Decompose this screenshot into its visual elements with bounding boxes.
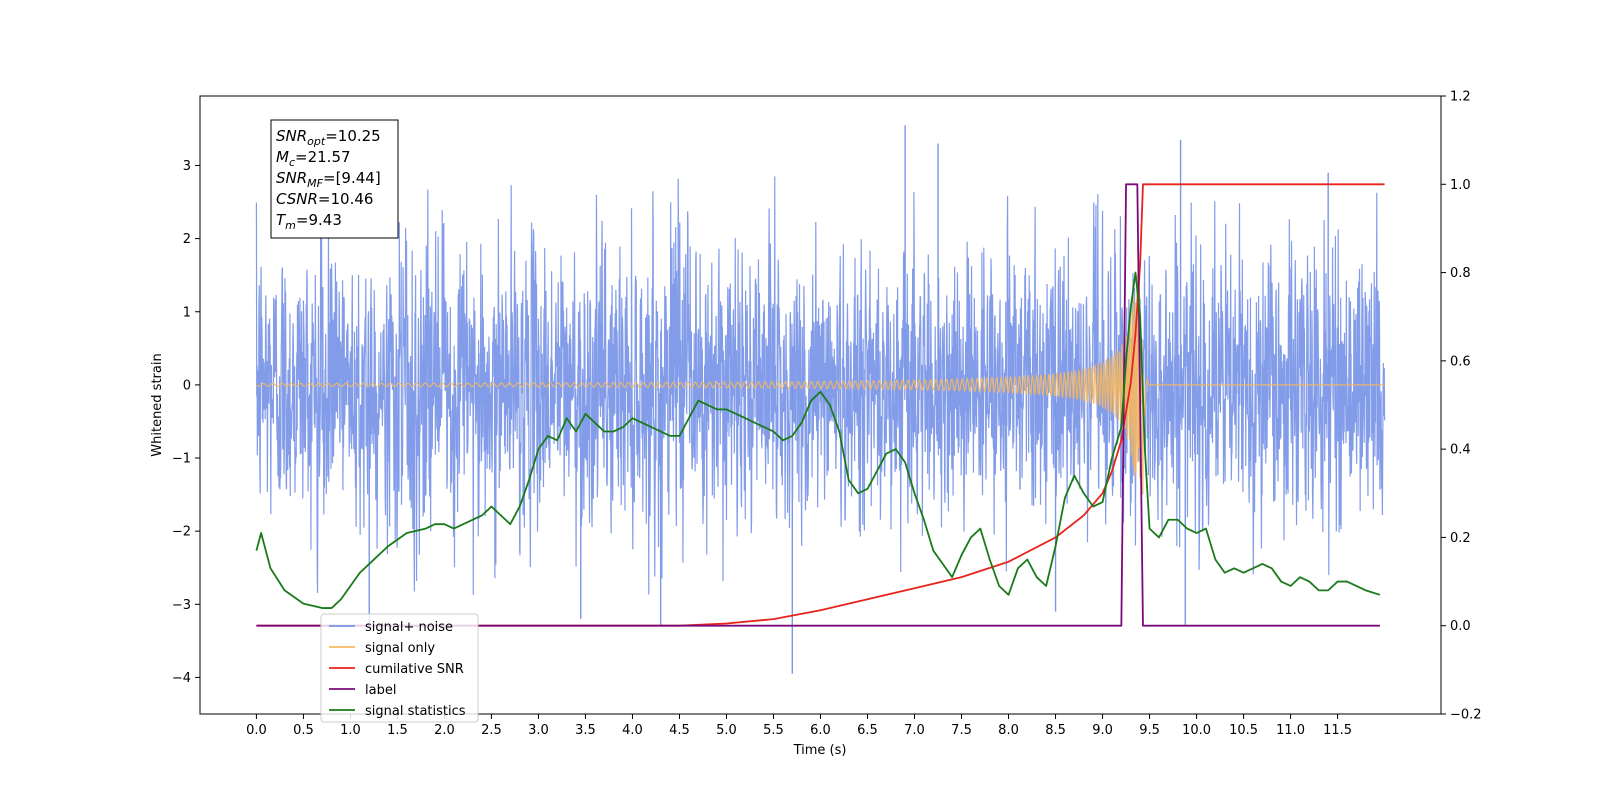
y-axis-left: −4 −3 −2 −1 0 1 2 3 bbox=[172, 159, 200, 686]
annotation-line: CSNR=10.46 bbox=[276, 190, 373, 208]
x-tick-label: 11.0 bbox=[1276, 723, 1305, 738]
x-tick-label: 5.5 bbox=[763, 723, 784, 738]
y-right-tick-label: 0.0 bbox=[1450, 619, 1471, 634]
y-left-tick-label: 2 bbox=[183, 232, 191, 247]
y-axis-label-left: Whitened strain bbox=[150, 353, 165, 456]
x-axis-label: Time (s) bbox=[793, 743, 847, 758]
x-tick-label: 6.5 bbox=[857, 723, 878, 738]
legend-item-label: label bbox=[365, 683, 396, 698]
legend-item-label: signal+ noise bbox=[365, 620, 453, 635]
annotation-box: SNRopt=10.25Mc=21.57SNRMF=[9.44]CSNR=10.… bbox=[270, 119, 399, 239]
x-tick-label: 11.5 bbox=[1323, 723, 1352, 738]
x-tick-label: 0.0 bbox=[246, 723, 267, 738]
y-right-tick-label: 1.0 bbox=[1450, 178, 1471, 193]
x-tick-label: 3.0 bbox=[528, 723, 549, 738]
x-tick-label: 0.5 bbox=[293, 723, 314, 738]
y-right-tick-label: 0.2 bbox=[1450, 531, 1471, 546]
x-tick-label: 1.5 bbox=[387, 723, 408, 738]
series-label-line bbox=[256, 183, 1380, 627]
x-tick-label: 3.5 bbox=[575, 723, 596, 738]
x-tick-label: 6.0 bbox=[810, 723, 831, 738]
annotation-line: Tm=9.43 bbox=[276, 211, 342, 232]
x-tick-label: 2.0 bbox=[434, 723, 455, 738]
legend-item-label: signal only bbox=[365, 641, 435, 656]
y-axis-right: −0.2 0.0 0.2 0.4 0.6 0.8 1.0 1.2 bbox=[1441, 90, 1482, 723]
x-tick-label: 9.0 bbox=[1092, 723, 1113, 738]
x-tick-label: 9.5 bbox=[1139, 723, 1160, 738]
y-right-tick-label: 0.6 bbox=[1450, 354, 1471, 369]
x-tick-label: 4.5 bbox=[669, 723, 690, 738]
series-signal-statistics-line bbox=[255, 271, 1381, 609]
x-tick-label: 8.5 bbox=[1045, 723, 1066, 738]
series-cumulative-snr-line bbox=[256, 183, 1385, 627]
x-tick-label: 5.0 bbox=[716, 723, 737, 738]
x-tick-label: 4.0 bbox=[622, 723, 643, 738]
legend-item-label: signal statistics bbox=[365, 704, 466, 719]
x-tick-label: 7.5 bbox=[951, 723, 972, 738]
y-left-tick-label: 1 bbox=[183, 305, 191, 320]
y-right-tick-label: 0.8 bbox=[1450, 266, 1471, 281]
x-tick-label: 10.5 bbox=[1229, 723, 1258, 738]
series-signal-noise-line bbox=[255, 176, 1386, 595]
x-tick-label: 10.0 bbox=[1182, 723, 1211, 738]
y-right-tick-label: −0.2 bbox=[1450, 708, 1482, 723]
x-tick-label: 8.0 bbox=[998, 723, 1019, 738]
y-left-tick-label: −1 bbox=[172, 452, 191, 467]
x-axis: 0.0 0.5 1.0 1.5 2.0 2.5 3.0 3.5 4.0 4.5 5.0 5.5 6.0 6… bbox=[246, 714, 1352, 738]
annotation-line: SNRMF=[9.44] bbox=[276, 169, 381, 190]
y-left-tick-label: 0 bbox=[183, 378, 191, 393]
x-tick-label: 1.0 bbox=[340, 723, 361, 738]
y-left-tick-label: −2 bbox=[172, 525, 191, 540]
y-left-tick-label: −4 bbox=[172, 671, 191, 686]
x-tick-label: 7.0 bbox=[904, 723, 925, 738]
annotation-line: Mc=21.57 bbox=[276, 148, 351, 169]
legend-item-label: cumilative SNR bbox=[365, 662, 464, 677]
legend: signal+ noise signal only cumilative SNR la… bbox=[320, 613, 479, 723]
y-left-tick-label: 3 bbox=[183, 159, 191, 174]
annotation-line: SNRopt=10.25 bbox=[276, 127, 381, 148]
y-right-tick-label: 0.4 bbox=[1450, 443, 1471, 458]
series-layer bbox=[255, 125, 1386, 674]
x-tick-label: 2.5 bbox=[481, 723, 502, 738]
y-left-tick-label: −3 bbox=[172, 598, 191, 613]
series-signal-only-line bbox=[255, 275, 1385, 495]
y-right-tick-label: 1.2 bbox=[1450, 90, 1471, 105]
